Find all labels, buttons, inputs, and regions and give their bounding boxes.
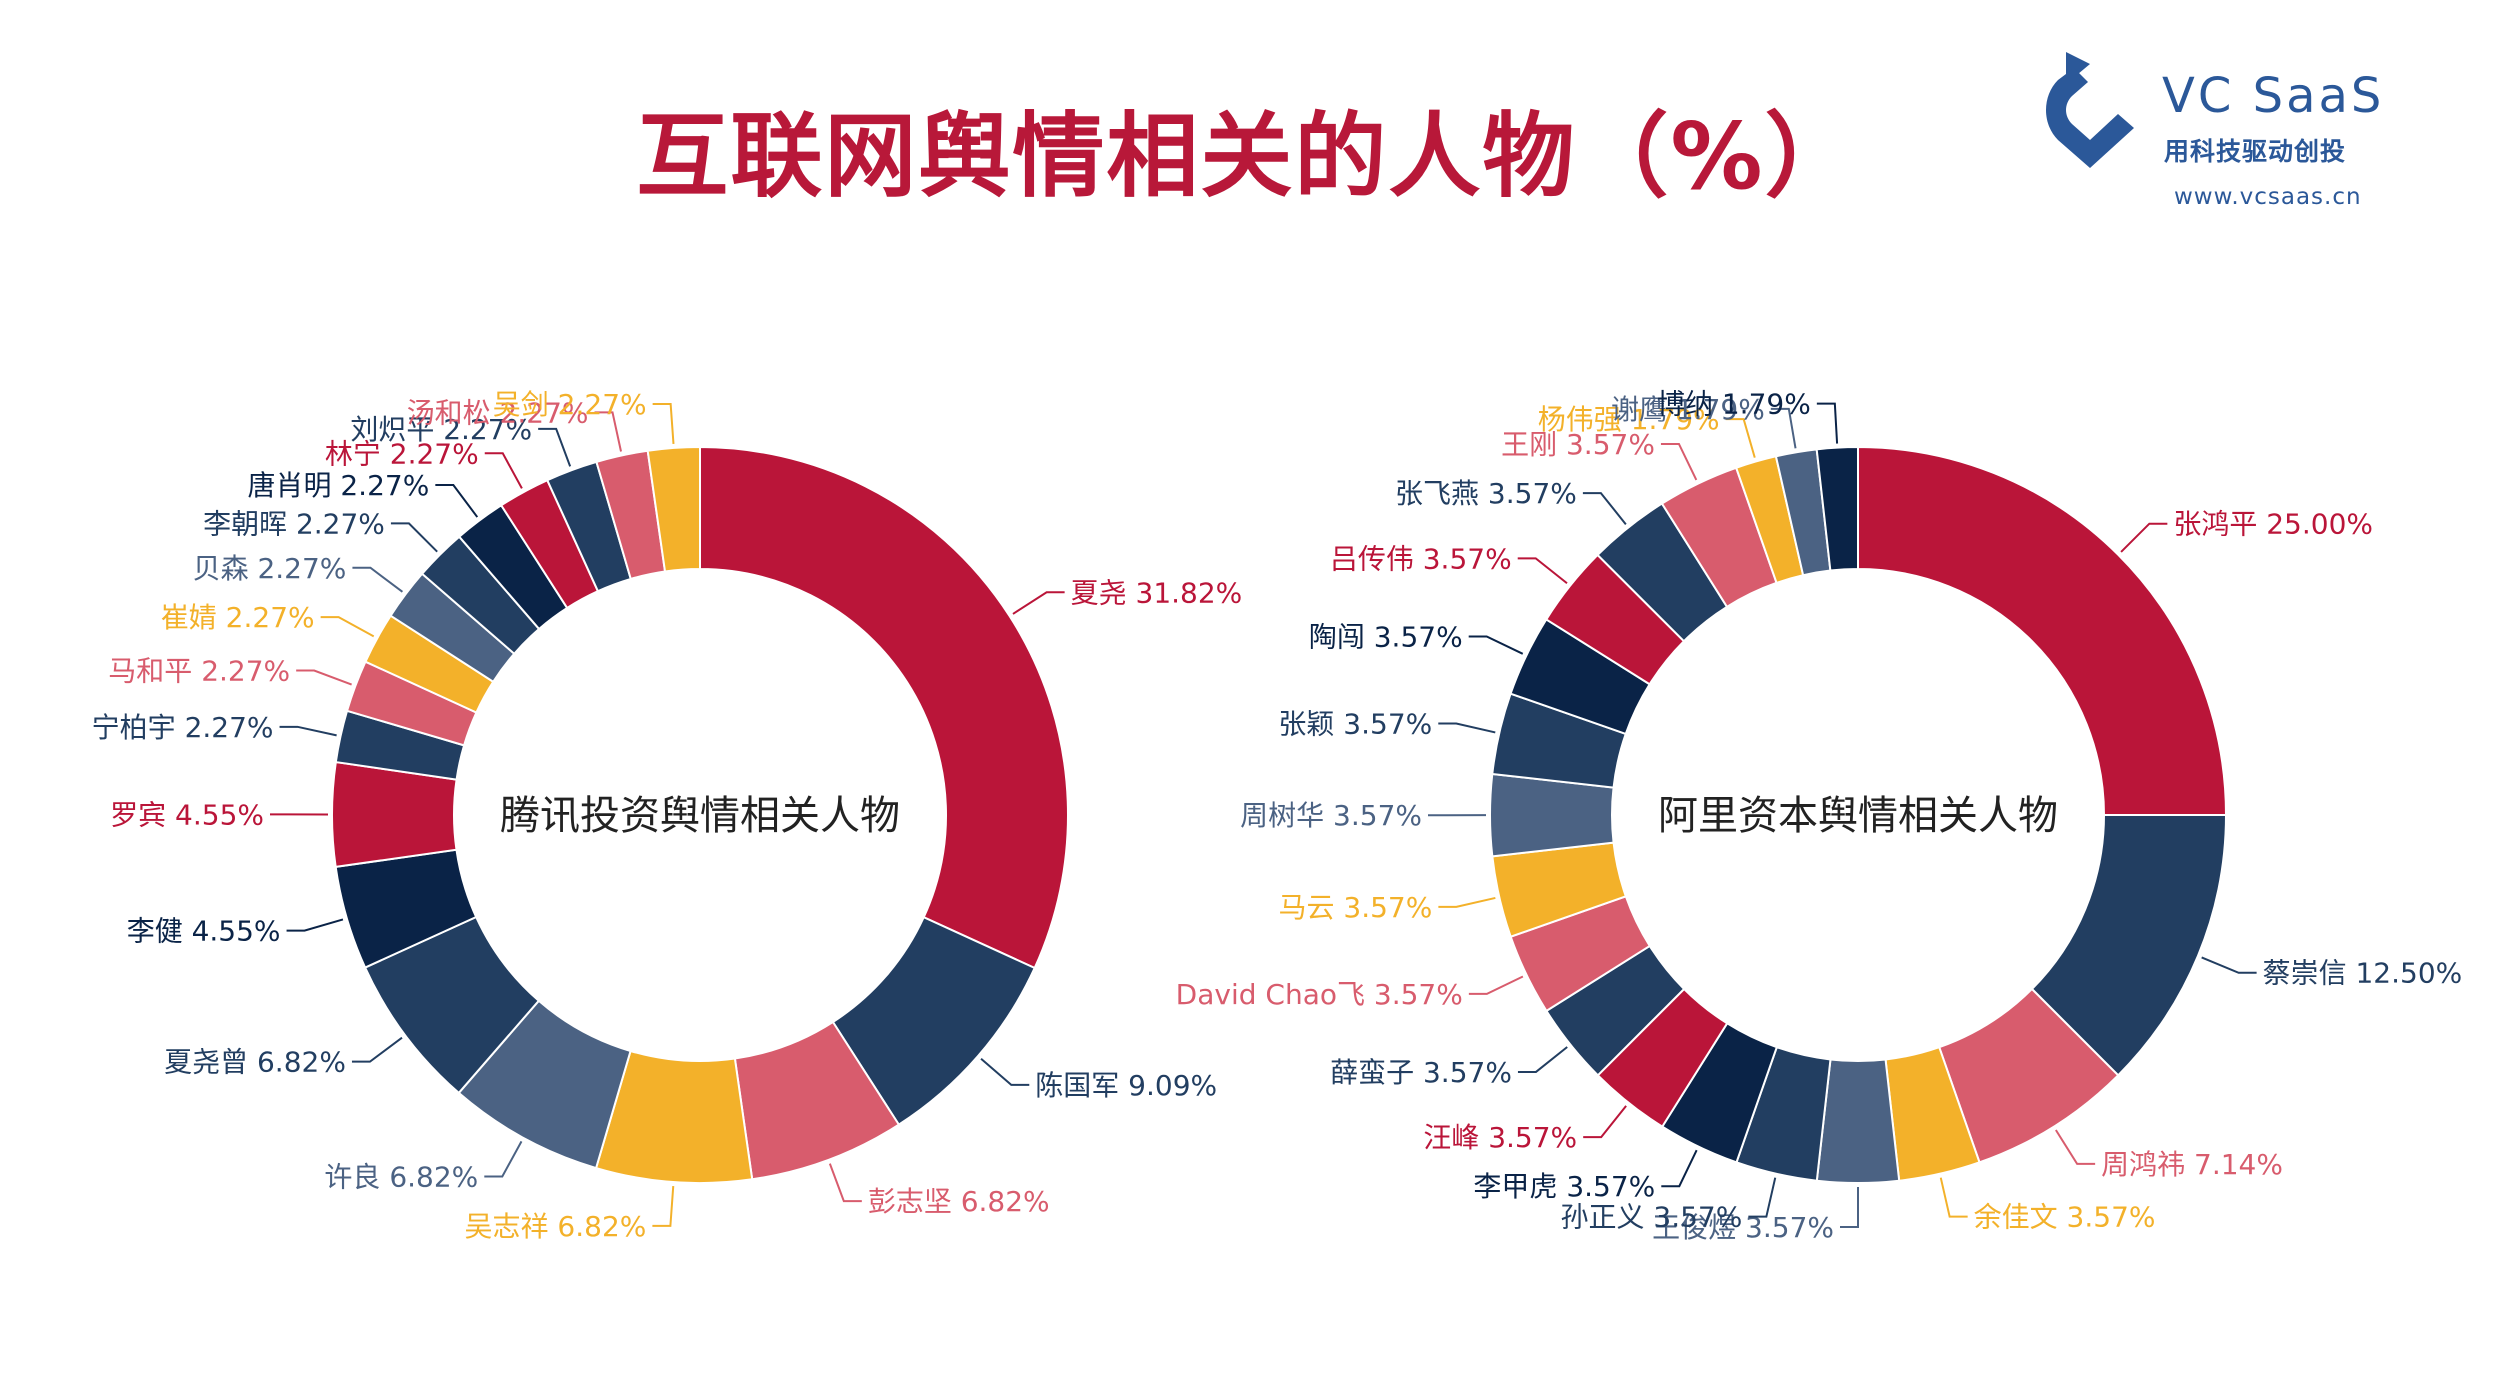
alibaba-label-item-6: 李甲虎 3.57%	[1473, 1170, 1655, 1203]
alibaba-leader-line-item-18	[1770, 407, 1797, 449]
tencent-leader-line-item-10	[320, 616, 375, 638]
alibaba-leader-line-item-10	[1438, 896, 1496, 908]
tencent-leader-line-item-12	[390, 522, 438, 553]
tencent-label-item-10: 崔婧 2.27%	[161, 601, 315, 634]
alibaba-label-item-11: 周树华 3.57%	[1240, 799, 1422, 832]
tencent-leader-line-item-16	[594, 411, 622, 452]
tencent-label-item-2: 彭志坚 6.82%	[868, 1185, 1050, 1218]
alibaba-leader-line-item-7	[1583, 1105, 1627, 1139]
alibaba-leader-line-item-14	[1517, 557, 1568, 585]
alibaba-slice-item-0[interactable]	[1857, 445, 2228, 817]
tencent-label-item-4: 许良 6.82%	[324, 1160, 478, 1193]
alibaba-leader-line-item-12	[1438, 722, 1496, 734]
alibaba-leader-line-item-16	[1660, 442, 1698, 481]
tencent-slice-item-0[interactable]	[699, 445, 1070, 970]
alibaba-label-item-10: 马云 3.57%	[1279, 891, 1433, 924]
tencent-label-item-0: 夏尧 31.82%	[1071, 576, 1243, 609]
tencent-leader-line-item-0	[1012, 591, 1065, 615]
alibaba-label-item-13: 陶闯 3.57%	[1309, 620, 1463, 653]
tencent-label-item-1: 陈国军 9.09%	[1035, 1069, 1217, 1102]
alibaba-leader-line-item-5	[1748, 1177, 1777, 1218]
alibaba-label-david-chao: David Chao飞 3.57%	[1176, 978, 1463, 1011]
tencent-center-label: 腾讯投资舆情相关人物	[500, 793, 900, 839]
tencent-leader-line-item-9	[296, 669, 352, 686]
alibaba-leader-line-item-17	[1725, 418, 1756, 458]
alibaba-label-item-4: 王俊煜 3.57%	[1652, 1211, 1834, 1244]
tencent-leader-line-item-13	[435, 484, 479, 518]
tencent-label-item-14: 林宁 2.27%	[325, 437, 479, 470]
tencent-leader-line-item-8	[279, 725, 337, 737]
alibaba-label-item-2: 周鸿祎 7.14%	[2101, 1148, 2283, 1181]
vc-saas-logo: VC SaaS 用科技驱动创投 www.vcsaas.cn	[2040, 50, 2460, 220]
tencent-leader-line-item-11	[352, 566, 404, 593]
alibaba-leader-line-item-0	[2120, 522, 2168, 553]
tencent-label-item-15: 刘炽平 2.27%	[350, 413, 532, 446]
tencent-label-item-3: 吴志祥 6.82%	[465, 1210, 647, 1243]
alibaba-label-item-7: 汪峰 3.57%	[1423, 1121, 1577, 1154]
alibaba-label-item-8: 薛蛮子 3.57%	[1330, 1056, 1512, 1089]
alibaba-label-item-0: 张鸿平 25.00%	[2173, 508, 2373, 541]
tencent-leader-line-item-15	[538, 427, 572, 467]
alibaba-leader-line-item-8	[1517, 1046, 1568, 1073]
tencent-label-item-16: 汤和松 2.27%	[407, 396, 589, 429]
alibaba-label-item-18: 谢鹰 1.79%	[1611, 393, 1765, 426]
tencent-slice-item-17[interactable]	[646, 445, 701, 573]
tencent-leader-line-item-3	[652, 1185, 675, 1227]
alibaba-leader-line-david-chao	[1468, 975, 1524, 995]
alibaba-slice-item-19[interactable]	[1815, 445, 1859, 572]
page-title: 互联网舆情相关的人物（%）	[636, 103, 1859, 210]
alibaba-label-item-19: 博纳 1.79%	[1657, 388, 1811, 421]
tencent-label-item-12: 李朝晖 2.27%	[203, 507, 385, 540]
tencent-leader-line-item-2	[828, 1163, 862, 1203]
tencent-label-item-5: 夏尧曾 6.82%	[164, 1046, 346, 1079]
alibaba-label-item-15: 张飞燕 3.57%	[1395, 477, 1577, 510]
alibaba-leader-line-item-19	[1816, 402, 1839, 444]
alibaba-leader-line-item-4	[1840, 1187, 1859, 1228]
tencent-leader-line-item-1	[980, 1057, 1030, 1086]
alibaba-donut-chart: 张鸿平 25.00% 蔡崇信 12.50% 周鸿祎 7.14% 余佳文 3.57% 王俊…	[1176, 388, 2463, 1244]
tencent-label-item-17: 吴剑 2.27%	[493, 388, 647, 421]
alibaba-leader-line-item-13	[1468, 635, 1524, 655]
logo-name: VC SaaS	[2162, 68, 2385, 124]
alibaba-label-item-1: 蔡崇信 12.50%	[2263, 957, 2463, 990]
logo-url[interactable]: www.vcsaas.cn	[2174, 184, 2362, 210]
vc-saas-logo-icon	[2046, 52, 2134, 168]
alibaba-center-label: 阿里资本舆情相关人物	[1658, 793, 2058, 839]
alibaba-label-item-17: 杨伟强 1.79%	[1538, 403, 1720, 436]
tencent-leader-line-item-6	[286, 918, 344, 932]
tencent-leader-line-item-14	[484, 452, 523, 489]
alibaba-leader-line-item-6	[1661, 1149, 1698, 1188]
logo-tagline: 用科技驱动创投	[2164, 137, 2347, 166]
tencent-leader-line-item-5	[351, 1036, 403, 1063]
tencent-label-item-6: 李健 4.55%	[127, 915, 281, 948]
alibaba-label-item-12: 张颖 3.57%	[1278, 708, 1432, 741]
alibaba-label-item-5: 孙正义 3.57%	[1560, 1201, 1742, 1234]
alibaba-leader-line-item-15	[1582, 492, 1627, 525]
alibaba-leader-line-item-2	[2055, 1129, 2096, 1165]
tencent-label-item-9: 马和平 2.27%	[108, 655, 290, 688]
tencent-label-item-7: 罗宾 4.55%	[110, 798, 264, 831]
alibaba-leader-line-item-3	[1939, 1177, 1968, 1218]
tencent-label-item-8: 宁柏宇 2.27%	[92, 711, 274, 744]
alibaba-label-item-3: 余佳文 3.57%	[1974, 1201, 2156, 1234]
tencent-leader-line-item-4	[484, 1140, 523, 1178]
tencent-label-item-13: 唐肖明 2.27%	[247, 469, 429, 502]
alibaba-label-item-16: 王刚 3.57%	[1501, 428, 1655, 461]
alibaba-leader-line-item-1	[2201, 956, 2257, 974]
tencent-leader-line-item-17	[652, 403, 675, 445]
tencent-donut-chart: 夏尧 31.82% 陈国军 9.09% 彭志坚 6.82% 吴志祥 6.82% 许良 6…	[92, 388, 1243, 1243]
alibaba-label-item-14: 吕传伟 3.57%	[1330, 542, 1512, 575]
tencent-label-item-11: 贝森 2.27%	[193, 552, 347, 585]
